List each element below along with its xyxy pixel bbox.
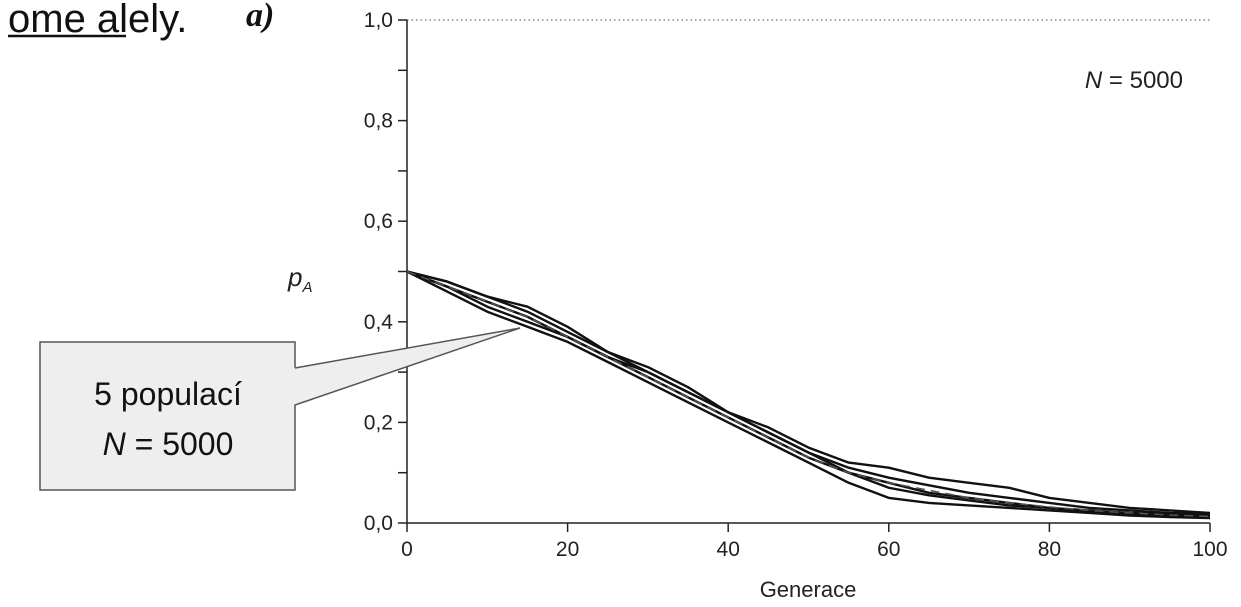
annotation-rest: = 5000 xyxy=(1102,67,1183,94)
callout-pointer-edge-top xyxy=(294,327,521,369)
x-tick-label: 80 xyxy=(1038,538,1061,561)
series-line-5 xyxy=(406,270,1211,519)
series-line-4 xyxy=(406,270,1211,515)
y-axis-title-main: p xyxy=(287,262,302,292)
annotation-var: N xyxy=(1085,67,1103,94)
x-tick-label: 0 xyxy=(401,538,413,561)
x-tick-label: 40 xyxy=(717,538,740,561)
y-tick-label: 0,8 xyxy=(364,110,393,133)
y-tick-label: 0,0 xyxy=(364,512,393,535)
panel-label: a) xyxy=(246,0,274,34)
y-tick-label: 0,4 xyxy=(364,311,394,334)
x-tick-label: 100 xyxy=(1192,538,1227,561)
x-tick-label: 60 xyxy=(877,538,900,561)
x-axis-title: Generace xyxy=(760,577,857,602)
y-axis-title: pA xyxy=(287,262,312,296)
callout: 5 populací N = 5000 xyxy=(39,327,521,491)
callout-line-2: N = 5000 xyxy=(103,426,234,462)
series-line-expected xyxy=(406,270,1211,518)
callout-rest: = 5000 xyxy=(126,426,234,462)
callout-box xyxy=(39,341,296,491)
slide-heading-fragment: ome alely. xyxy=(8,0,187,41)
y-tick-label: 0,6 xyxy=(364,210,393,233)
y-axis-title-sub: A xyxy=(301,279,312,296)
axis-ticks: 0,0 0,2 0,4 0,6 0,8 1,0 0 20 40 60 80 100 xyxy=(364,9,1228,561)
chart-annotation: N = 5000 xyxy=(1085,67,1183,94)
callout-var: N xyxy=(103,426,127,462)
series-line-2 xyxy=(406,270,1211,520)
series-line-1 xyxy=(406,270,1211,517)
callout-line-1: 5 populací xyxy=(94,376,242,412)
series-group xyxy=(406,270,1211,520)
callout-pointer-edge-bottom xyxy=(294,327,521,406)
y-tick-label: 1,0 xyxy=(364,9,393,32)
y-tick-label: 0,2 xyxy=(364,411,393,434)
x-tick-label: 20 xyxy=(556,538,579,561)
